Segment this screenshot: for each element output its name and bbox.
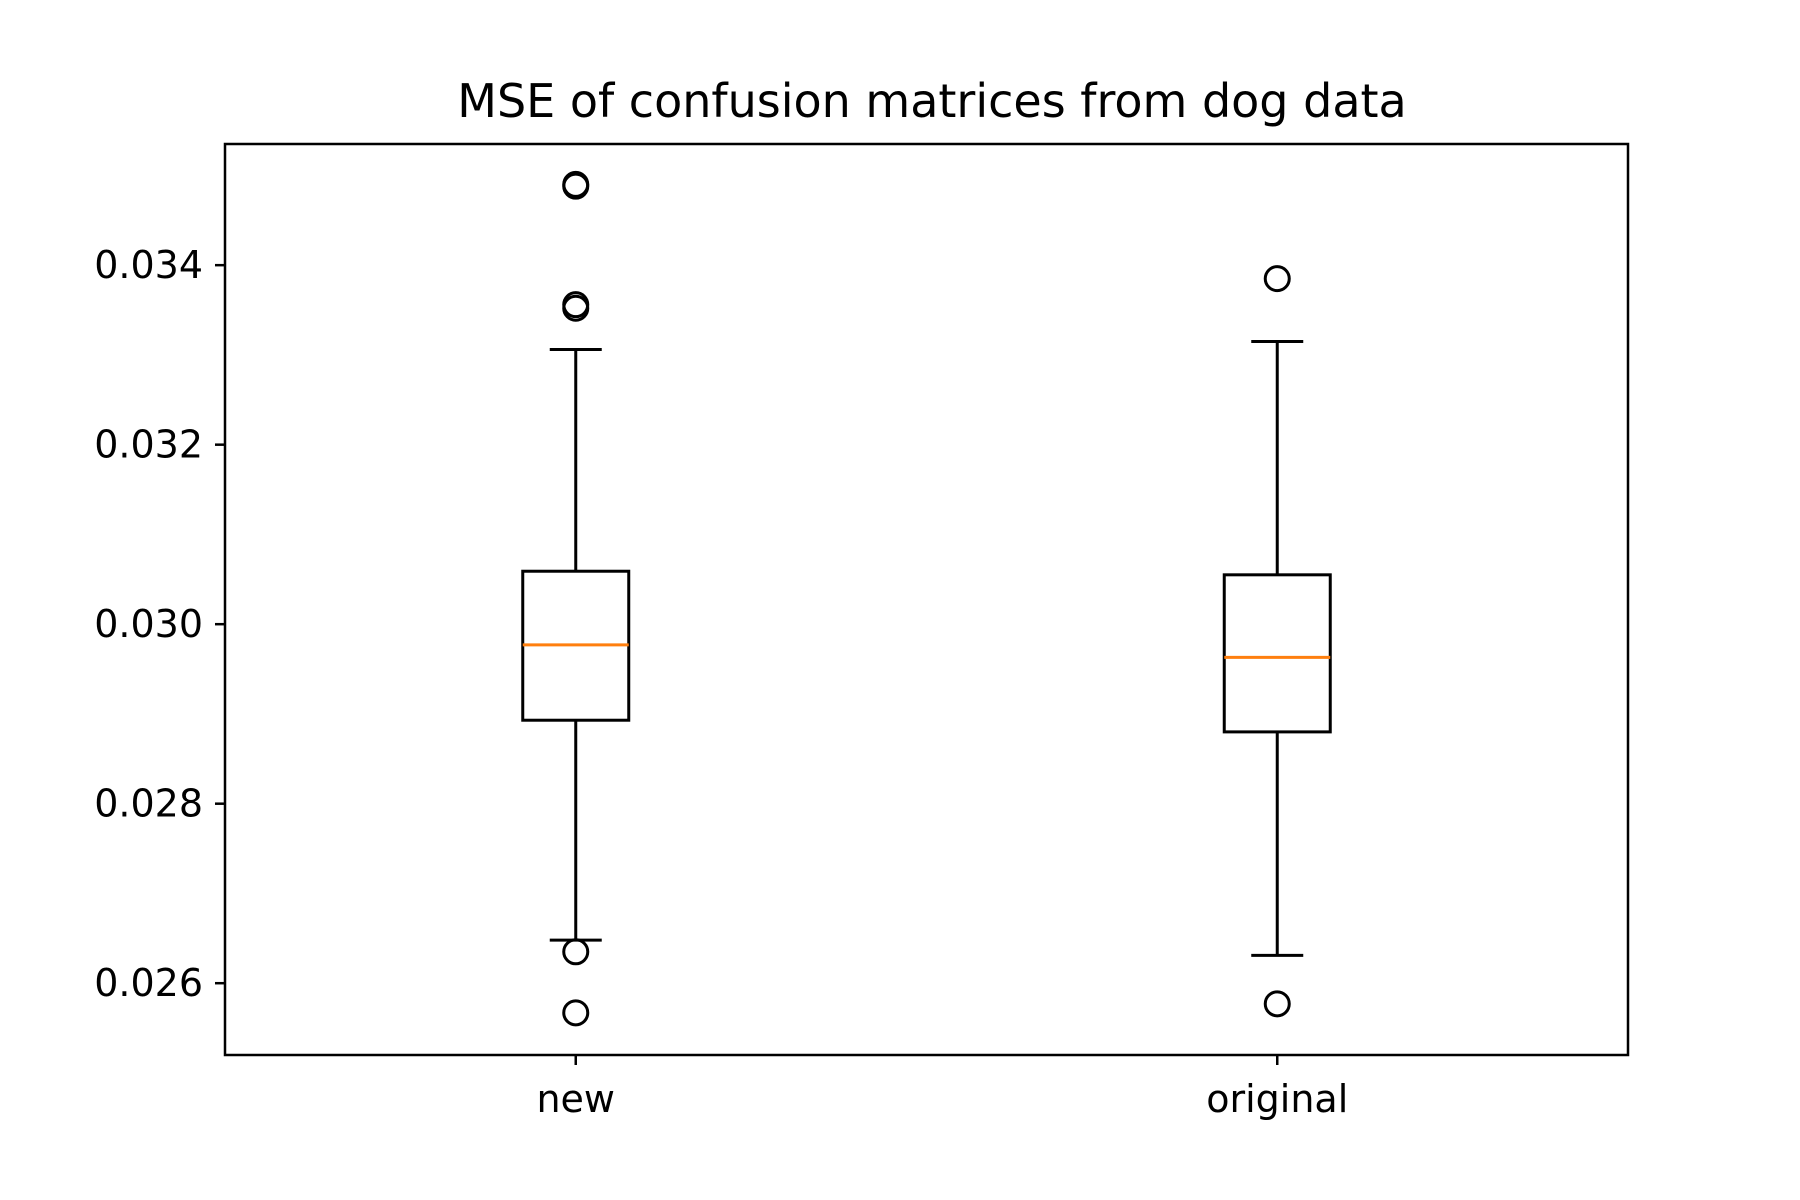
x-tick-label: new: [536, 1077, 615, 1121]
outlier-point: [562, 999, 590, 1027]
box-group-original: [1222, 265, 1332, 1018]
axis-ticks: new original 0.026 0.028 0.030 0.032 0.034: [94, 243, 1348, 1121]
y-tick-label: 0.030: [94, 602, 203, 646]
chart-title: MSE of confusion matrices from dog data: [457, 74, 1407, 128]
outlier-point: [562, 938, 590, 966]
y-tick-label: 0.026: [94, 961, 203, 1005]
axes-frame: [223, 142, 1630, 1057]
x-tick-label: original: [1206, 1077, 1348, 1121]
plot-area: [521, 170, 1332, 1027]
y-tick-label: 0.028: [94, 782, 203, 826]
iqr-box: [1222, 573, 1332, 734]
outlier-point: [1263, 265, 1291, 293]
box-group-new: [521, 170, 631, 1027]
outlier-point: [1263, 990, 1291, 1018]
y-tick-label: 0.034: [94, 243, 203, 287]
outlier-point: [562, 294, 590, 322]
y-tick-label: 0.032: [94, 423, 203, 467]
outlier-point: [562, 172, 590, 200]
